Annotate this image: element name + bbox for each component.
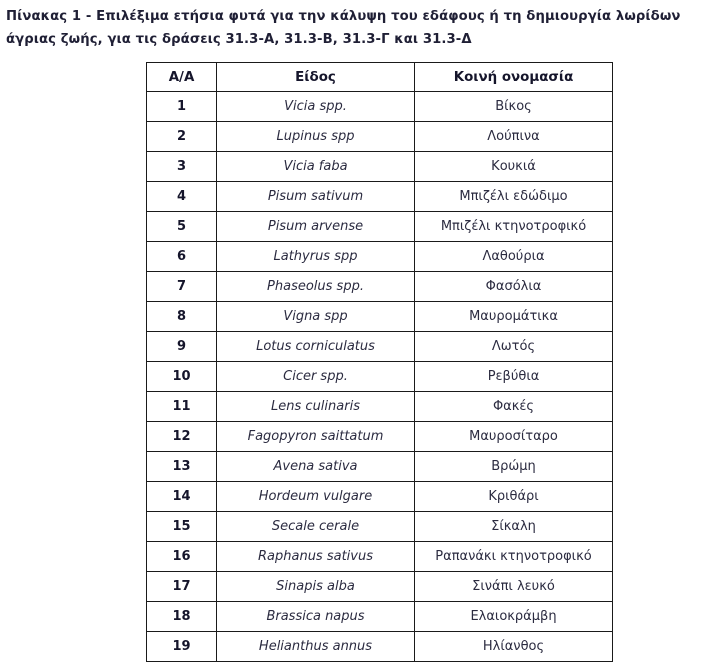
cell-index: 1 <box>146 91 217 122</box>
table-row: 13 Avena sativa Βρώμη <box>146 451 613 482</box>
table-caption: Πίνακας 1 - Επιλέξιμα ετήσια φυτά για τη… <box>6 5 720 51</box>
cell-species: Lens culinaris <box>216 391 415 422</box>
table-row: 3 Vicia faba Κουκιά <box>146 151 613 182</box>
table-row: 6 Lathyrus spp Λαθούρια <box>146 241 613 272</box>
cell-species: Pisum sativum <box>216 181 415 212</box>
cell-index: 13 <box>146 451 217 482</box>
table-row: 7 Phaseolus spp. Φασόλια <box>146 271 613 302</box>
cell-species: Vicia spp. <box>216 91 415 122</box>
cell-common-name: Λαθούρια <box>414 241 613 272</box>
cell-species: Avena sativa <box>216 451 415 482</box>
cell-species: Cicer spp. <box>216 361 415 392</box>
table-row: 19 Helianthus annus Ηλίανθος <box>146 631 613 662</box>
cell-index: 9 <box>146 331 217 362</box>
cell-common-name: Μαυροσίταρο <box>414 421 613 452</box>
cell-species: Secale cerale <box>216 511 415 542</box>
cell-common-name: Μπιζέλι κτηνοτροφικό <box>414 211 613 242</box>
cell-species: Vicia faba <box>216 151 415 182</box>
cell-common-name: Ραπανάκι κτηνοτροφικό <box>414 541 613 572</box>
cell-index: 10 <box>146 361 217 392</box>
cell-index: 7 <box>146 271 217 302</box>
document-page: Πίνακας 1 - Επιλέξιμα ετήσια φυτά για τη… <box>6 5 720 662</box>
cell-index: 12 <box>146 421 217 452</box>
cell-common-name: Λούπινα <box>414 121 613 152</box>
table-row: 10 Cicer spp. Ρεβύθια <box>146 361 613 392</box>
table-row: 14 Hordeum vulgare Κριθάρι <box>146 481 613 512</box>
cell-index: 4 <box>146 181 217 212</box>
cell-species: Lotus corniculatus <box>216 331 415 362</box>
column-header-common-name: Κοινή ονομασία <box>414 62 613 92</box>
cell-index: 19 <box>146 631 217 662</box>
table-body: 1 Vicia spp. Βίκος 2 Lupinus spp Λούπινα 3 Vici… <box>146 91 613 662</box>
cell-common-name: Κουκιά <box>414 151 613 182</box>
cell-common-name: Ηλίανθος <box>414 631 613 662</box>
cell-species: Hordeum vulgare <box>216 481 415 512</box>
cell-index: 11 <box>146 391 217 422</box>
table-row: 2 Lupinus spp Λούπινα <box>146 121 613 152</box>
table-header-row: Α/Α Είδος Κοινή ονομασία <box>146 62 613 92</box>
cell-common-name: Σίκαλη <box>414 511 613 542</box>
column-header-species: Είδος <box>216 62 415 92</box>
cell-common-name: Φακές <box>414 391 613 422</box>
cell-common-name: Ρεβύθια <box>414 361 613 392</box>
cell-index: 3 <box>146 151 217 182</box>
cell-common-name: Βρώμη <box>414 451 613 482</box>
table-row: 17 Sinapis alba Σινάπι λευκό <box>146 571 613 602</box>
cell-species: Helianthus annus <box>216 631 415 662</box>
cell-common-name: Κριθάρι <box>414 481 613 512</box>
cell-common-name: Βίκος <box>414 91 613 122</box>
cell-common-name: Φασόλια <box>414 271 613 302</box>
cell-species: Lathyrus spp <box>216 241 415 272</box>
column-header-index: Α/Α <box>146 62 217 92</box>
cell-common-name: Μπιζέλι εδώδιμο <box>414 181 613 212</box>
cell-index: 16 <box>146 541 217 572</box>
cell-species: Brassica napus <box>216 601 415 632</box>
cell-species: Phaseolus spp. <box>216 271 415 302</box>
table-row: 12 Fagopyron saittatum Μαυροσίταρο <box>146 421 613 452</box>
cell-species: Fagopyron saittatum <box>216 421 415 452</box>
cell-species: Sinapis alba <box>216 571 415 602</box>
cell-common-name: Λωτός <box>414 331 613 362</box>
cell-species: Lupinus spp <box>216 121 415 152</box>
table-row: 16 Raphanus sativus Ραπανάκι κτηνοτροφικό <box>146 541 613 572</box>
cell-common-name: Μαυρομάτικα <box>414 301 613 332</box>
table-row: 8 Vigna spp Μαυρομάτικα <box>146 301 613 332</box>
table-header: Α/Α Είδος Κοινή ονομασία <box>146 62 613 92</box>
table-row: 9 Lotus corniculatus Λωτός <box>146 331 613 362</box>
cell-index: 14 <box>146 481 217 512</box>
cell-common-name: Ελαιοκράμβη <box>414 601 613 632</box>
cell-index: 2 <box>146 121 217 152</box>
cell-common-name: Σινάπι λευκό <box>414 571 613 602</box>
plants-table-container: Α/Α Είδος Κοινή ονομασία 1 Vicia spp. Βίκο… <box>146 62 613 662</box>
cell-index: 6 <box>146 241 217 272</box>
cell-index: 15 <box>146 511 217 542</box>
table-row: 4 Pisum sativum Μπιζέλι εδώδιμο <box>146 181 613 212</box>
cell-species: Raphanus sativus <box>216 541 415 572</box>
cell-species: Pisum arvense <box>216 211 415 242</box>
cell-index: 18 <box>146 601 217 632</box>
table-row: 1 Vicia spp. Βίκος <box>146 91 613 122</box>
table-row: 15 Secale cerale Σίκαλη <box>146 511 613 542</box>
plants-table: Α/Α Είδος Κοινή ονομασία 1 Vicia spp. Βίκο… <box>146 62 613 662</box>
table-row: 5 Pisum arvense Μπιζέλι κτηνοτροφικό <box>146 211 613 242</box>
cell-index: 5 <box>146 211 217 242</box>
table-row: 18 Brassica napus Ελαιοκράμβη <box>146 601 613 632</box>
table-caption-line-1: Πίνακας 1 - Επιλέξιμα ετήσια φυτά για τη… <box>6 9 681 24</box>
cell-index: 17 <box>146 571 217 602</box>
cell-species: Vigna spp <box>216 301 415 332</box>
table-caption-line-2: άγριας ζωής, για τις δράσεις 31.3-Α, 31.… <box>6 32 472 47</box>
table-row: 11 Lens culinaris Φακές <box>146 391 613 422</box>
cell-index: 8 <box>146 301 217 332</box>
